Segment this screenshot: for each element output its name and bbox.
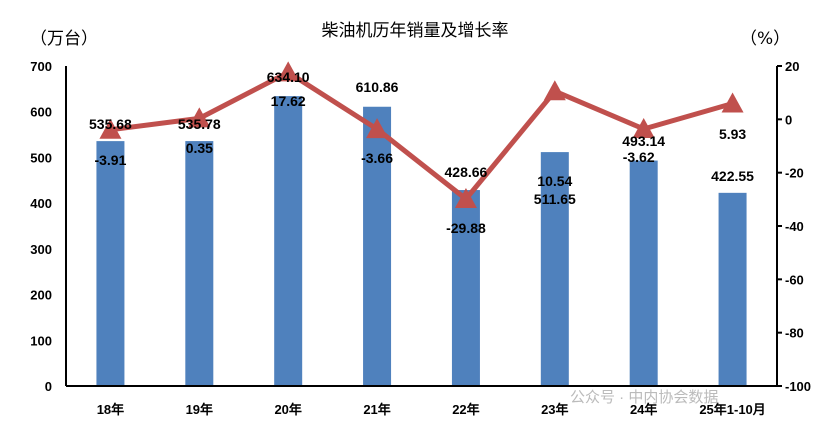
left-tick-label: 500 <box>30 150 52 165</box>
x-tick-label: 22年 <box>452 402 479 417</box>
left-tick-label: 200 <box>30 288 52 303</box>
left-tick-label: 300 <box>30 242 52 257</box>
growth-value-label: -3.91 <box>94 152 126 168</box>
growth-line <box>110 69 734 202</box>
growth-value-label: 17.62 <box>271 93 306 109</box>
x-tick-label: 19年 <box>186 402 213 417</box>
right-tick-label: -40 <box>785 219 804 234</box>
growth-value-label: -29.88 <box>446 220 486 236</box>
growth-marker <box>277 61 300 82</box>
right-tick-label: -20 <box>785 166 804 181</box>
left-axis-unit: （万台） <box>30 29 98 49</box>
right-tick-label: -60 <box>785 272 804 287</box>
chart-title: 柴油机历年销量及增长率 <box>321 21 509 41</box>
left-tick-label: 400 <box>30 196 52 211</box>
bar <box>363 106 392 386</box>
bar <box>96 141 125 386</box>
bar-value-label: 535.68 <box>89 116 132 132</box>
growth-marker <box>188 107 211 128</box>
bar-value-label: 634.10 <box>267 69 310 85</box>
bar <box>540 152 569 386</box>
bar <box>629 160 658 386</box>
x-tick-label: 21年 <box>363 402 390 417</box>
bar <box>451 190 480 386</box>
x-tick-label: 25年1-10月 <box>699 402 765 417</box>
growth-marker <box>721 92 744 113</box>
growth-marker <box>366 118 389 139</box>
x-tick-label: 24年 <box>630 402 657 417</box>
growth-value-label: 5.93 <box>719 126 746 142</box>
x-tick-label: 20年 <box>274 402 301 417</box>
watermark: 公众号 · 中内协会数据 <box>570 389 718 406</box>
left-tick-label: 700 <box>30 59 52 74</box>
x-tick-label: 23年 <box>541 402 568 417</box>
left-tick-label: 0 <box>45 379 52 394</box>
bar <box>274 96 303 386</box>
bar <box>718 192 747 386</box>
right-tick-label: 20 <box>785 59 799 74</box>
left-tick-label: 100 <box>30 333 52 348</box>
bar-value-label: 535.78 <box>178 116 221 132</box>
right-axis-unit: （%） <box>740 29 791 49</box>
right-tick-label: -80 <box>785 326 804 341</box>
left-tick-label: 600 <box>30 105 52 120</box>
growth-value-label: -3.62 <box>623 149 655 165</box>
growth-value-label: 10.54 <box>537 173 572 189</box>
bar-value-label: 428.66 <box>445 164 488 180</box>
growth-value-label: 0.35 <box>186 140 213 156</box>
growth-marker <box>632 117 655 138</box>
bar-value-label: 422.55 <box>711 168 754 184</box>
bar-value-label: 493.14 <box>622 133 665 149</box>
bar <box>185 141 214 386</box>
bar-value-label: 511.65 <box>534 191 576 207</box>
right-tick-label: -100 <box>785 379 811 394</box>
bar-value-label: 610.86 <box>356 79 399 95</box>
x-tick-label: 18年 <box>97 402 124 417</box>
growth-marker <box>543 80 566 101</box>
growth-marker <box>99 118 122 139</box>
growth-value-label: -3.66 <box>361 150 393 166</box>
growth-marker <box>454 188 477 209</box>
right-tick-label: 0 <box>785 112 792 127</box>
